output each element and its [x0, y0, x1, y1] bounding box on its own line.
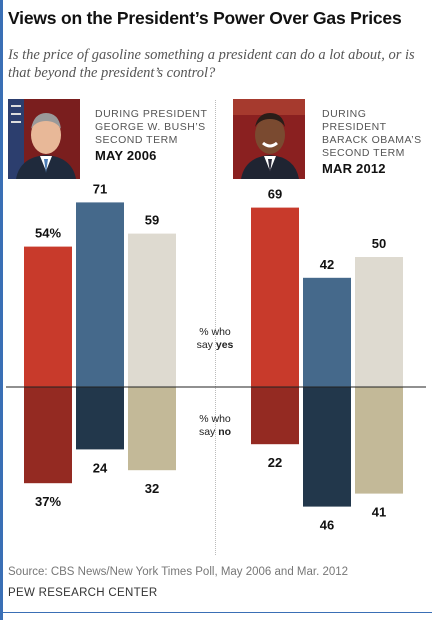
no-bar — [76, 387, 124, 450]
no-bar — [24, 387, 72, 484]
obama-caption-line3: SECOND TERM — [322, 147, 405, 159]
chart-subtitle: Is the price of gasoline something a pre… — [8, 47, 415, 81]
yes-bar — [76, 202, 124, 387]
frame-bottom-border — [0, 612, 432, 613]
yes-value-label: 69 — [268, 187, 282, 202]
organization-name: PEW RESEARCH CENTER — [8, 587, 158, 599]
yes-bar — [251, 207, 299, 387]
frame-left-border — [0, 0, 3, 620]
yes-value-label: 71 — [93, 181, 107, 196]
say-yes-prefix: % who — [199, 326, 231, 338]
say-no-prefix: % who — [199, 413, 231, 425]
no-value-label: 22 — [268, 455, 282, 470]
bush-caption-line1: DURING PRESIDENT — [95, 108, 208, 120]
no-value-label: 37% — [35, 494, 61, 509]
obama-caption-line2: BARACK OBAMA’S — [322, 134, 422, 146]
no-value-label: 24 — [93, 460, 108, 475]
say-yes-middle: say — [196, 339, 216, 351]
say-no-middle: say — [198, 426, 219, 438]
yes-bar — [128, 233, 176, 387]
no-bar — [251, 387, 299, 445]
panel-divider — [215, 100, 216, 555]
obama-caption-line1: DURING PRESIDENT — [322, 108, 387, 133]
say-yes-bold: yes — [215, 339, 234, 351]
say-no-bold: no — [218, 426, 232, 438]
bush-caption-line3: SECOND TERM — [95, 134, 178, 146]
no-value-label: 41 — [372, 505, 386, 520]
no-bar — [303, 387, 351, 507]
bush-caption-line2: GEORGE W. BUSH’S — [95, 121, 206, 133]
yes-value-label: 59 — [145, 213, 159, 228]
obama-photo — [233, 99, 305, 179]
yes-bar — [24, 246, 72, 387]
no-bar — [355, 387, 403, 494]
bush-caption: DURING PRESIDENT GEORGE W. BUSH’S SECOND… — [95, 108, 207, 162]
chart-title: Views on the President’s Power Over Gas … — [8, 8, 402, 28]
yes-bar — [303, 277, 351, 387]
yes-value-label: 50 — [372, 236, 386, 251]
no-value-label: 46 — [320, 518, 334, 533]
obama-panel-date: MAR 2012 — [322, 161, 386, 176]
say-yes-note: % who say yes — [185, 326, 245, 352]
yes-bar — [355, 257, 403, 387]
no-value-label: 32 — [145, 481, 159, 496]
yes-value-label: 42 — [320, 257, 334, 272]
obama-caption: DURING PRESIDENT BARACK OBAMA’S SECOND T… — [322, 108, 432, 175]
say-no-note: % who say no — [185, 413, 245, 439]
no-bar — [128, 387, 176, 471]
source-note: Source: CBS News/New York Times Poll, Ma… — [8, 566, 349, 578]
bush-panel-date: MAY 2006 — [95, 148, 157, 163]
yes-value-label: 54% — [35, 226, 61, 241]
bush-photo — [8, 99, 80, 179]
